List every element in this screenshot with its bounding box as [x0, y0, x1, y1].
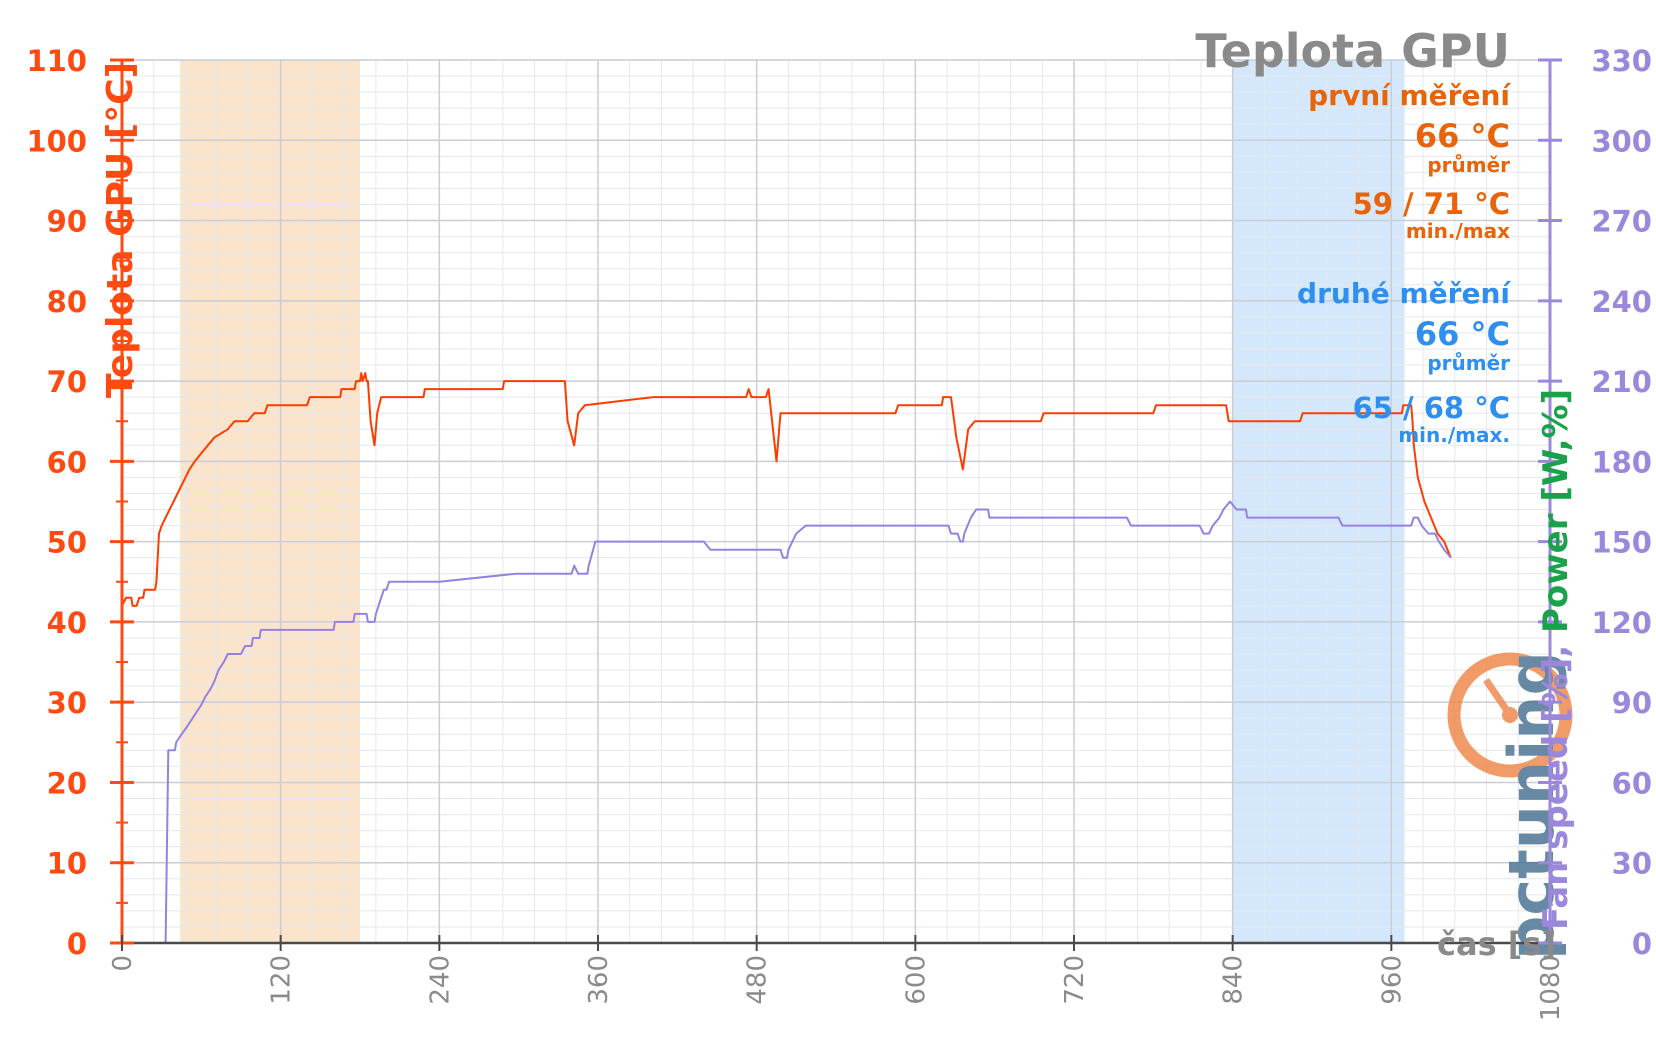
y-tick-label-right: 270 — [1591, 205, 1652, 239]
x-tick-label: 720 — [1060, 955, 1090, 1005]
x-tick-label: 240 — [425, 955, 455, 1005]
x-axis-title: čas [s] — [1437, 925, 1556, 963]
y-tick-label-right: 30 — [1612, 847, 1652, 881]
x-tick-label: 120 — [267, 955, 297, 1005]
y-tick-label-left: 40 — [47, 606, 87, 640]
axis-ticks: 0 10 20 30 40 50 60 70 80 90 100 110 0 30 60 90 120 150 18… — [26, 44, 1652, 1021]
y-tick-label-right: 180 — [1591, 445, 1652, 479]
y-axis-title-left: Teplota GPU [°C] — [100, 62, 141, 398]
x-tick-label: 360 — [584, 955, 614, 1005]
grid-major — [122, 59, 1550, 943]
x-tick-label: 840 — [1219, 955, 1249, 1005]
first-measurement-avg: 66 °C — [1415, 117, 1510, 155]
second-measurement-avg-label: průměr — [1427, 351, 1510, 375]
y-tick-label-right: 150 — [1591, 526, 1652, 560]
y-axis-title-power: Power [W,%] — [1536, 389, 1576, 633]
y-tick-label-left: 60 — [47, 445, 87, 479]
logo-gauge-hub — [1502, 707, 1518, 723]
y-tick-label-left: 90 — [47, 205, 87, 239]
y-tick-label-right: 120 — [1591, 606, 1652, 640]
y-axis-title-fan: Fan speed [%], — [1536, 633, 1576, 930]
y-tick-label-left: 20 — [47, 766, 87, 800]
y-tick-label-left: 0 — [67, 927, 87, 961]
y-tick-label-right: 210 — [1591, 365, 1652, 399]
y-tick-label-right: 300 — [1591, 124, 1652, 158]
y-tick-label-left: 50 — [47, 526, 87, 560]
y-tick-label-right: 60 — [1612, 766, 1652, 800]
grid-minor — [122, 60, 1550, 943]
series-line-2 — [122, 500, 1452, 944]
second-measurement-avg: 66 °C — [1415, 315, 1510, 353]
y-tick-label-left: 30 — [47, 686, 87, 720]
x-tick-label: 960 — [1377, 955, 1407, 1005]
y-tick-label-left: 10 — [47, 847, 87, 881]
y-tick-label-right: 0 — [1632, 927, 1652, 961]
highlight-band-2 — [1232, 60, 1405, 943]
first-measurement-minmax: 59 / 71 °C — [1353, 187, 1510, 221]
y-tick-label-left: 100 — [26, 124, 87, 158]
y-tick-label-left: 110 — [26, 44, 87, 78]
y-axis-title-right: Fan speed [%], Power [W,%] — [1536, 389, 1576, 930]
chart-title: Teplota GPU — [1195, 24, 1510, 78]
first-measurement-label: první měření — [1308, 79, 1511, 112]
y-tick-label-left: 80 — [47, 285, 87, 319]
x-tick-label: 600 — [901, 955, 931, 1005]
x-tick-label: 1080 — [1536, 955, 1566, 1021]
second-measurement-minmax-label: min./max. — [1398, 423, 1510, 447]
y-tick-label-right: 330 — [1591, 44, 1652, 78]
highlight-bands — [180, 60, 1405, 943]
highlight-band-1 — [180, 60, 360, 943]
series-line-1 — [121, 372, 1452, 607]
first-measurement-minmax-label: min./max — [1406, 219, 1510, 243]
y-tick-label-left: 70 — [47, 365, 87, 399]
y-tick-label-right: 90 — [1612, 686, 1652, 720]
first-measurement-avg-label: průměr — [1427, 153, 1510, 177]
series-lines — [121, 372, 1452, 944]
x-tick-label: 0 — [108, 955, 138, 972]
second-measurement-label: druhé měření — [1297, 277, 1511, 310]
second-measurement-minmax: 65 / 68 °C — [1353, 391, 1510, 425]
y-tick-label-right: 240 — [1591, 285, 1652, 319]
x-tick-label: 480 — [743, 955, 773, 1005]
logo-gauge-ring — [1447, 652, 1573, 778]
